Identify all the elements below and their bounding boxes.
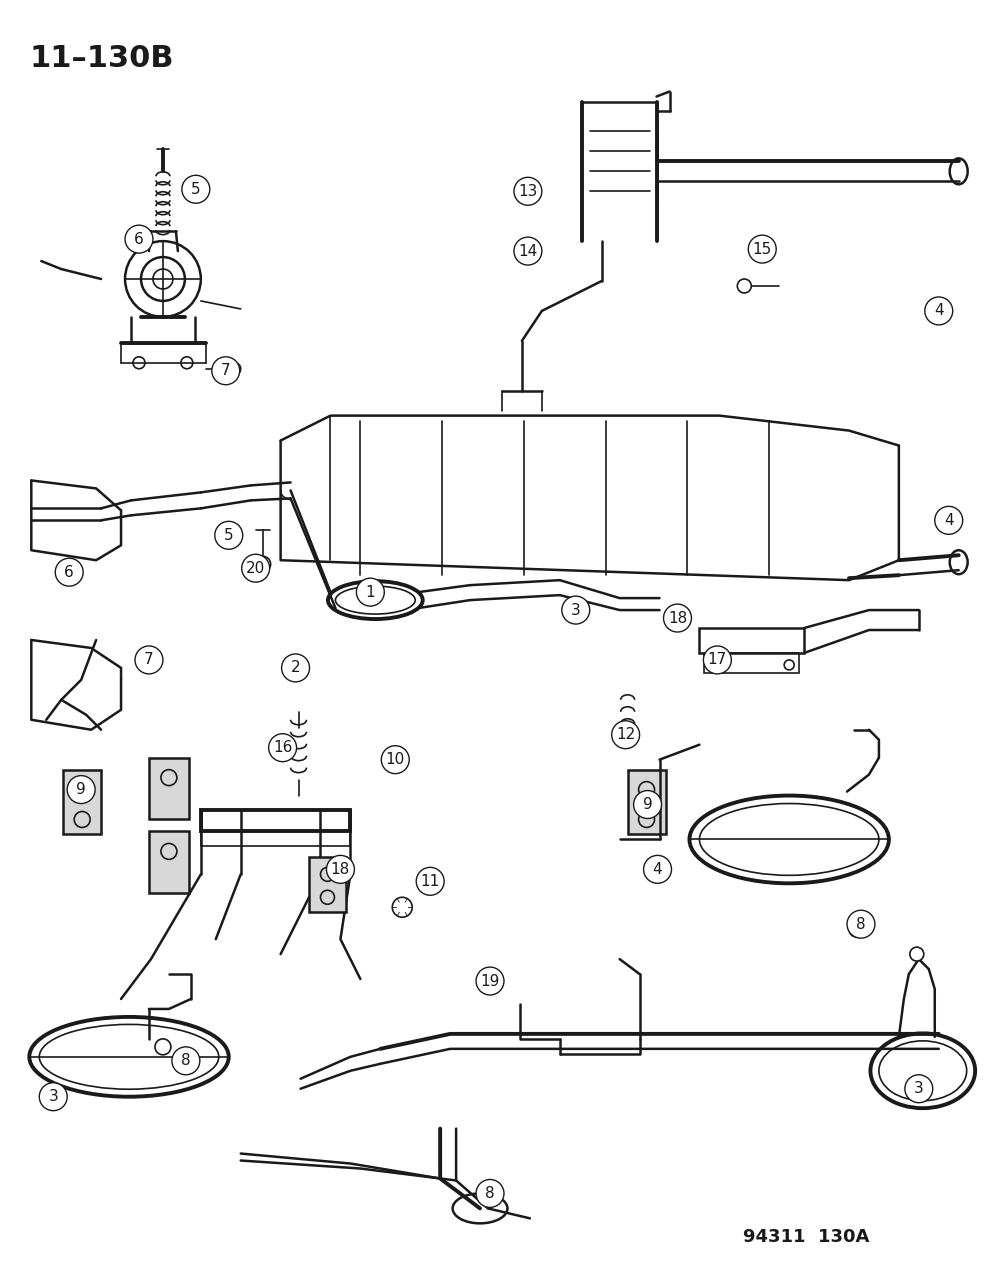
Circle shape (242, 555, 270, 583)
Circle shape (514, 237, 542, 265)
Circle shape (171, 1047, 200, 1075)
Text: 4: 4 (653, 862, 662, 877)
Bar (705, 653, 799, 673)
Circle shape (476, 966, 504, 995)
Circle shape (935, 506, 962, 534)
Circle shape (925, 297, 952, 325)
Circle shape (562, 597, 590, 623)
Circle shape (269, 733, 296, 761)
Text: 6: 6 (64, 565, 74, 580)
Circle shape (392, 898, 412, 917)
Circle shape (704, 646, 731, 674)
Text: 8: 8 (856, 917, 866, 932)
Circle shape (382, 746, 409, 774)
Text: 9: 9 (76, 782, 86, 797)
Circle shape (255, 556, 271, 572)
Text: 8: 8 (486, 1186, 495, 1201)
Circle shape (737, 279, 751, 293)
Bar (700, 629, 804, 653)
Circle shape (664, 604, 692, 632)
Circle shape (476, 1179, 504, 1207)
Text: 7: 7 (144, 653, 154, 667)
Text: 6: 6 (134, 232, 144, 246)
Circle shape (905, 1075, 933, 1103)
Text: 3: 3 (571, 603, 581, 617)
Bar (201, 810, 351, 831)
Circle shape (215, 521, 243, 550)
Text: 2: 2 (290, 660, 300, 676)
Text: 8: 8 (181, 1053, 190, 1068)
Circle shape (55, 558, 83, 587)
Text: 5: 5 (224, 528, 234, 543)
Text: 13: 13 (518, 184, 537, 199)
Circle shape (326, 856, 355, 884)
Text: 11–130B: 11–130B (30, 43, 173, 73)
Text: 3: 3 (914, 1081, 924, 1096)
Text: 19: 19 (481, 974, 499, 988)
Circle shape (514, 177, 542, 205)
Circle shape (67, 775, 95, 803)
Bar (308, 857, 347, 912)
Circle shape (281, 654, 309, 682)
Bar (149, 757, 189, 820)
Circle shape (212, 357, 240, 385)
Text: 4: 4 (934, 303, 943, 319)
Circle shape (155, 1039, 170, 1054)
Circle shape (847, 910, 875, 938)
Text: 1: 1 (366, 585, 376, 599)
Text: 14: 14 (518, 244, 537, 259)
Text: 7: 7 (221, 363, 231, 379)
Text: 11: 11 (420, 873, 440, 889)
Circle shape (611, 720, 639, 748)
Text: 15: 15 (752, 241, 772, 256)
Text: 5: 5 (191, 182, 200, 196)
Bar (627, 770, 666, 834)
Text: 18: 18 (331, 862, 350, 877)
Circle shape (135, 646, 163, 674)
Circle shape (416, 867, 444, 895)
Circle shape (40, 1082, 67, 1111)
Bar (149, 831, 189, 894)
Text: 10: 10 (385, 752, 405, 768)
Text: 16: 16 (273, 741, 292, 755)
Circle shape (357, 578, 385, 606)
Text: 20: 20 (246, 561, 266, 576)
Circle shape (849, 922, 865, 937)
Text: 4: 4 (943, 513, 953, 528)
Bar (63, 770, 101, 834)
Circle shape (643, 856, 672, 884)
Text: 12: 12 (616, 727, 635, 742)
Bar (201, 831, 351, 847)
Circle shape (125, 226, 153, 252)
Text: 94311  130A: 94311 130A (742, 1228, 869, 1246)
Text: 17: 17 (708, 653, 727, 667)
Circle shape (633, 790, 662, 819)
Text: 3: 3 (49, 1089, 58, 1104)
Circle shape (182, 175, 210, 203)
Circle shape (910, 947, 924, 961)
Text: 9: 9 (643, 797, 652, 812)
Circle shape (748, 235, 776, 263)
Text: 18: 18 (668, 611, 687, 626)
